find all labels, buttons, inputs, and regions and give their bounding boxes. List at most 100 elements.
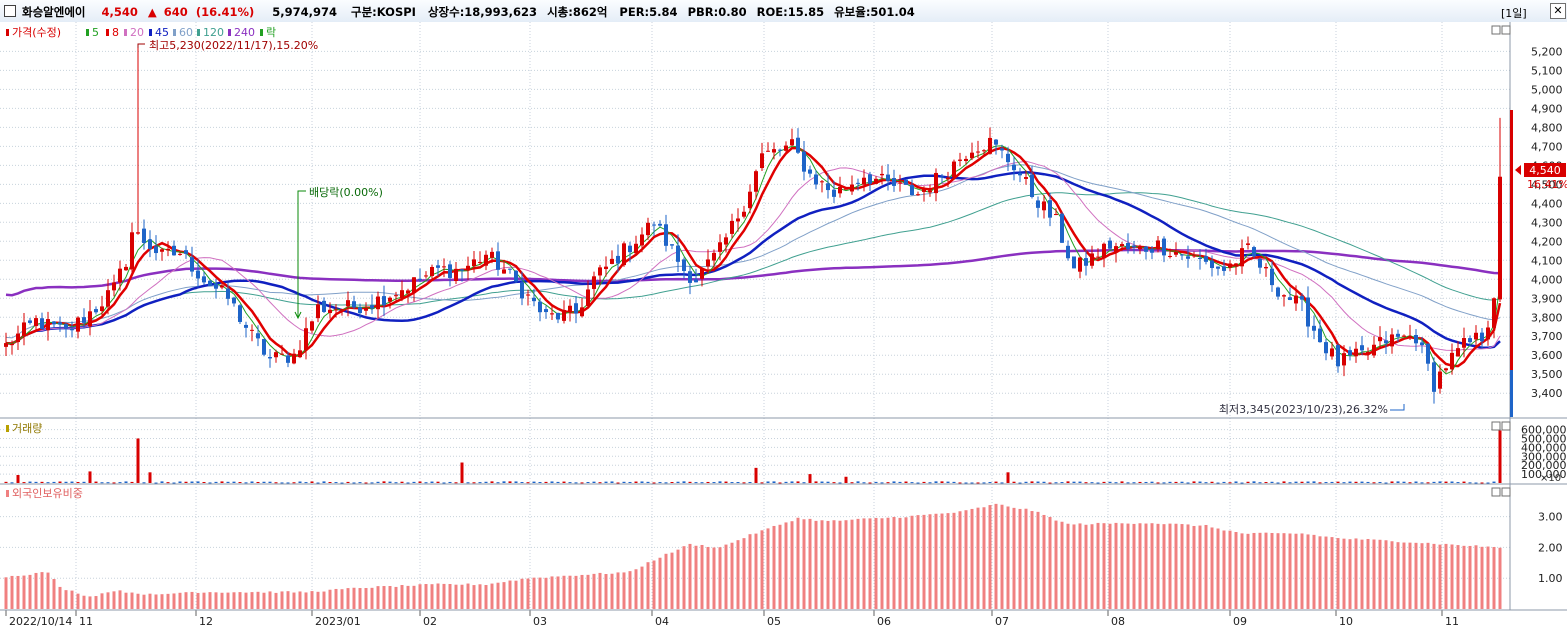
candle-body bbox=[1114, 246, 1118, 253]
low-label: 최저3,345(2023/10/23),26.32% bbox=[1219, 403, 1388, 416]
volume-bar bbox=[166, 482, 170, 484]
volume-bar bbox=[1324, 482, 1328, 484]
foreign-panel-controls[interactable] bbox=[1491, 487, 1511, 497]
foreign-bar bbox=[70, 590, 74, 609]
volume-bar bbox=[634, 481, 638, 483]
volume-bar bbox=[574, 482, 578, 484]
volume-bar bbox=[358, 482, 362, 484]
foreign-bar bbox=[310, 591, 314, 609]
foreign-bar bbox=[1150, 523, 1154, 609]
volume-bar bbox=[1054, 482, 1058, 484]
foreign-bar bbox=[628, 571, 632, 609]
x-tick-label: 12 bbox=[199, 615, 213, 628]
volume-bar bbox=[1294, 481, 1298, 483]
volume-bar bbox=[1012, 481, 1016, 483]
foreign-title: 외국인보유비중 bbox=[12, 487, 83, 500]
candle-body bbox=[46, 319, 50, 331]
volume-bar bbox=[1222, 481, 1226, 483]
volume-tick-label: 300,000 bbox=[1521, 450, 1567, 463]
foreign-bar bbox=[682, 546, 686, 609]
period-button[interactable]: [1일] bbox=[1501, 7, 1527, 20]
foreign-bar bbox=[1072, 524, 1076, 609]
foreign-bar bbox=[118, 590, 122, 609]
foreign-bar bbox=[1048, 516, 1052, 609]
volume-bar bbox=[10, 482, 14, 484]
volume-bar bbox=[754, 467, 758, 483]
market-type: 구분:KOSPI bbox=[351, 5, 416, 19]
foreign-bar bbox=[262, 592, 266, 609]
foreign-bar bbox=[1222, 530, 1226, 609]
foreign-bar bbox=[1228, 530, 1232, 609]
candle-body bbox=[1282, 295, 1286, 297]
candle-body bbox=[754, 171, 758, 192]
foreign-bar bbox=[838, 520, 842, 609]
x-tick-label: 02 bbox=[423, 615, 437, 628]
header-checkbox[interactable] bbox=[4, 5, 16, 17]
candle-body bbox=[952, 161, 956, 178]
candle-body bbox=[598, 267, 602, 276]
volume-bar bbox=[1480, 482, 1484, 484]
candle-body bbox=[1258, 258, 1262, 268]
foreign-bar bbox=[916, 515, 920, 609]
candle-body bbox=[544, 309, 548, 313]
candle-body bbox=[388, 297, 392, 302]
volume-bar bbox=[1072, 481, 1076, 483]
candle-body bbox=[142, 228, 146, 243]
volume-tick-label: 500,000 bbox=[1521, 432, 1567, 445]
volume-bar bbox=[886, 482, 890, 484]
foreign-bar bbox=[1006, 506, 1010, 609]
foreign-bar bbox=[910, 515, 914, 609]
volume-bar bbox=[742, 482, 746, 484]
candle-body bbox=[1306, 297, 1310, 327]
volume-bar bbox=[1084, 482, 1088, 484]
volume-bar bbox=[52, 481, 56, 483]
foreign-bar bbox=[1270, 532, 1274, 609]
x-tick-label: 08 bbox=[1111, 615, 1125, 628]
candle-body bbox=[688, 271, 692, 283]
foreign-bar bbox=[766, 528, 770, 609]
volume-bar bbox=[106, 482, 110, 484]
volume-bar bbox=[328, 482, 332, 484]
candle-body bbox=[856, 182, 860, 184]
volume-bar bbox=[226, 481, 230, 483]
candle-body bbox=[1378, 337, 1382, 342]
candle-body bbox=[106, 290, 110, 307]
volume-bar bbox=[1378, 481, 1382, 483]
legend-ex-div: 락 bbox=[266, 26, 276, 39]
close-icon[interactable]: ✕ bbox=[1550, 3, 1566, 19]
volume-bar bbox=[628, 481, 632, 483]
foreign-bar bbox=[718, 547, 722, 609]
volume-bar bbox=[118, 482, 122, 484]
price-panel-controls[interactable] bbox=[1491, 25, 1511, 35]
foreign-bar bbox=[1162, 524, 1166, 609]
foreign-bar bbox=[1378, 539, 1382, 609]
volume-bar bbox=[1240, 482, 1244, 484]
foreign-bar bbox=[1078, 523, 1082, 609]
candle-body bbox=[172, 245, 176, 256]
volume-bar bbox=[478, 482, 482, 484]
candle-body bbox=[1432, 362, 1436, 392]
volume-bar bbox=[802, 482, 806, 484]
foreign-bar bbox=[4, 577, 8, 609]
foreign-bar bbox=[1396, 542, 1400, 609]
volume-bar bbox=[448, 481, 452, 483]
candle-body bbox=[880, 173, 884, 176]
candle-body bbox=[670, 244, 674, 246]
volume-bar bbox=[970, 482, 974, 484]
candle-body bbox=[1090, 253, 1094, 266]
ma8-line bbox=[5, 146, 1502, 368]
foreign-bar bbox=[1132, 523, 1136, 609]
foreign-bar bbox=[256, 591, 260, 609]
volume-bar bbox=[1366, 481, 1370, 483]
candle-body bbox=[892, 178, 896, 186]
candle-body bbox=[238, 305, 242, 322]
foreign-bar bbox=[358, 588, 362, 609]
volume-bar bbox=[214, 481, 218, 483]
volume-bar bbox=[388, 481, 392, 483]
foreign-bar bbox=[478, 584, 482, 609]
foreign-bar bbox=[670, 552, 674, 609]
volume-bar bbox=[1180, 481, 1184, 483]
volume-panel-controls[interactable] bbox=[1491, 421, 1511, 431]
foreign-bar bbox=[88, 596, 92, 609]
foreign-bar bbox=[532, 577, 536, 609]
